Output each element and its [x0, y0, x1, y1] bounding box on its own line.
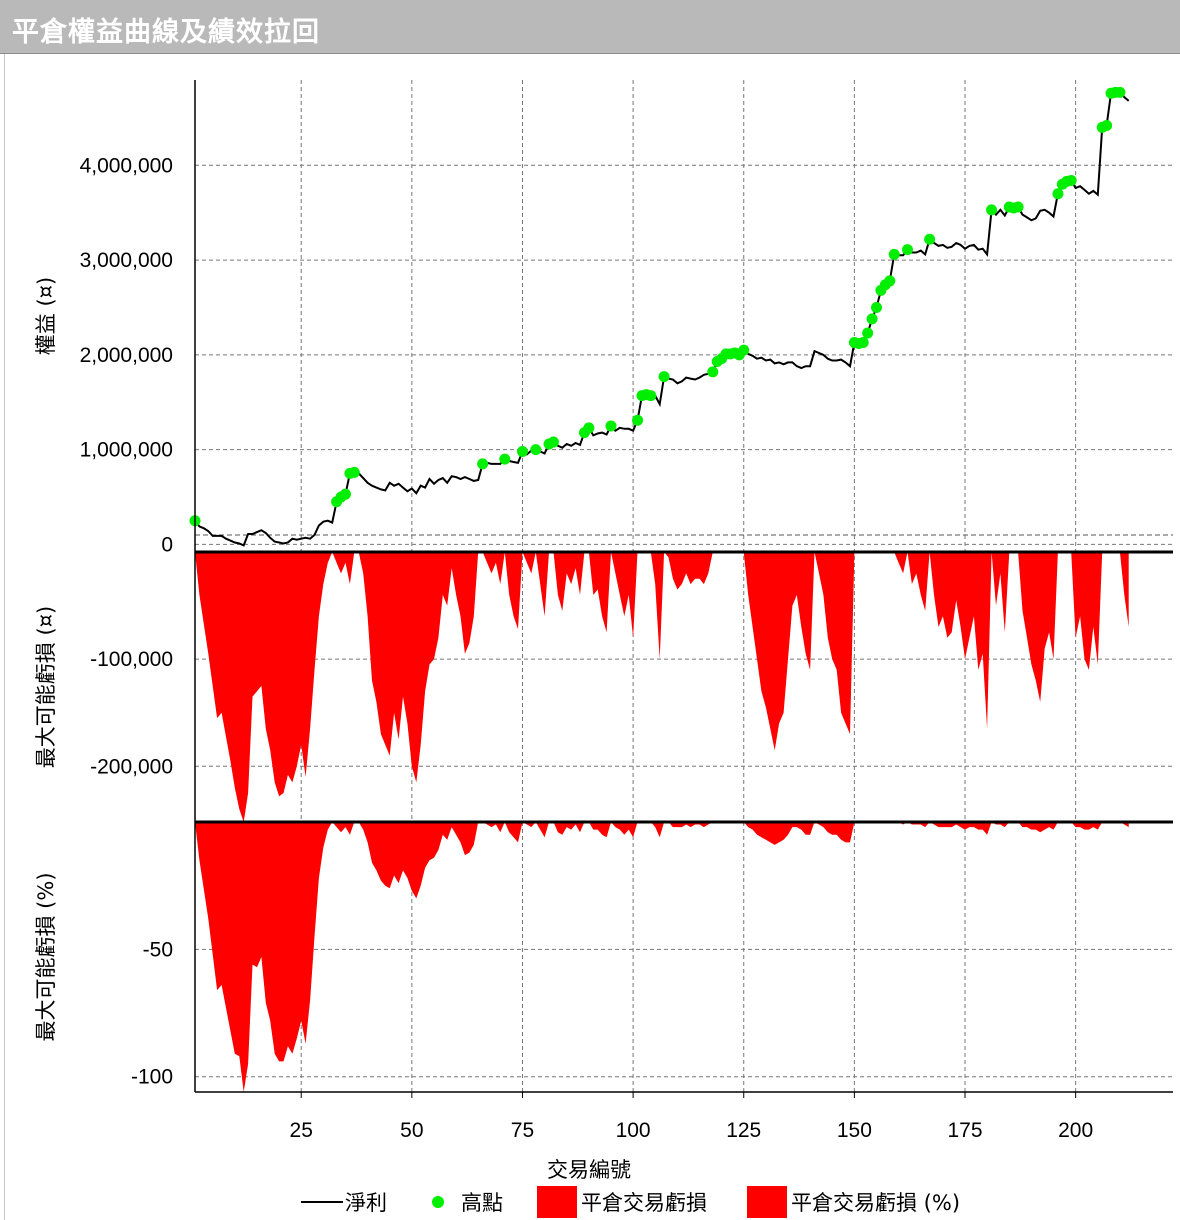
panel-y-axis-label: 最大可能虧損 (%): [34, 872, 58, 1041]
chart-title: 平倉權益曲線及績效拉回: [12, 17, 320, 48]
new-high-marker: [605, 420, 617, 432]
x-tick-label: 25: [290, 1119, 313, 1142]
new-high-marker: [499, 453, 511, 465]
new-high-marker: [348, 466, 360, 478]
high-markers: [189, 86, 1126, 527]
drawdown-areas: [195, 552, 1129, 1092]
new-high-marker: [862, 327, 874, 339]
new-high-marker: [477, 458, 489, 470]
x-tick-label: 200: [1058, 1119, 1093, 1142]
new-high-marker: [547, 436, 559, 448]
panel-y-axis-label: 權益 (¤): [34, 277, 58, 355]
legend-loss-label[interactable]: 平倉交易虧損: [581, 1191, 707, 1215]
new-high-marker: [707, 366, 719, 378]
new-high-marker: [871, 301, 883, 313]
legend-high-label[interactable]: 高點: [461, 1191, 503, 1215]
drawdown-area: [195, 552, 1129, 822]
new-high-marker: [857, 337, 869, 349]
y-tick-label: 2,000,000: [80, 344, 173, 367]
x-tick-label: 75: [511, 1119, 534, 1142]
equity-drawdown-chart: 0 1,000,000 2,000,000 3,000,000 4,000,000 權益 …: [34, 80, 1173, 1218]
y-tick-label: -100,000: [90, 648, 173, 671]
new-high-marker: [901, 244, 913, 256]
new-high-marker: [658, 371, 670, 383]
drawdown-percent-area: [195, 822, 1129, 1092]
new-high-marker: [632, 414, 644, 426]
chart-frame: 0 1,000,000 2,000,000 3,000,000 4,000,000 權益 …: [4, 54, 1180, 1220]
panel-y-axis-label: 最大可能虧損 (¤): [34, 606, 58, 768]
y-tick-label: 3,000,000: [80, 249, 173, 272]
y-tick-label: 1,000,000: [80, 439, 173, 462]
y-tick-label: 4,000,000: [80, 154, 173, 177]
legend-loss-swatch[interactable]: [537, 1186, 577, 1218]
legend-net-profit-label[interactable]: 淨利: [345, 1191, 387, 1215]
new-high-marker: [1101, 119, 1113, 131]
chart-title-bar: 平倉權益曲線及績效拉回: [0, 0, 1180, 54]
x-axis-label: 交易編號: [547, 1158, 631, 1182]
x-tick-label: 125: [726, 1119, 761, 1142]
new-high-marker: [1052, 188, 1064, 200]
legend-loss-pct-swatch[interactable]: [747, 1186, 787, 1218]
y-tick-label: -200,000: [90, 755, 173, 778]
new-high-marker: [1065, 174, 1077, 186]
legend[interactable]: 淨利 高點 平倉交易虧損 平倉交易虧損 (%): [301, 1186, 960, 1218]
new-high-marker: [884, 275, 896, 287]
x-tick-label: 50: [400, 1119, 423, 1142]
new-high-marker: [645, 390, 657, 402]
x-tick-label: 150: [837, 1119, 872, 1142]
new-high-marker: [583, 422, 595, 434]
x-tick-label: 100: [616, 1119, 651, 1142]
new-high-marker: [339, 488, 351, 500]
net-profit-line: [194, 91, 1130, 547]
y-tick-label: 0: [161, 533, 173, 556]
y-tick-label: -50: [143, 938, 173, 961]
new-high-marker: [888, 248, 900, 260]
axes: [194, 80, 1173, 1098]
legend-loss-pct-label[interactable]: 平倉交易虧損 (%): [791, 1191, 960, 1215]
new-high-marker: [866, 313, 878, 325]
axis-labels: 0 1,000,000 2,000,000 3,000,000 4,000,000 權益 …: [34, 154, 1093, 1182]
x-tick-label: 175: [947, 1119, 982, 1142]
new-high-marker: [1114, 86, 1126, 98]
legend-high-swatch[interactable]: [432, 1196, 444, 1208]
new-high-marker: [924, 233, 936, 245]
new-high-marker: [516, 446, 528, 458]
new-high-marker: [738, 344, 750, 356]
new-high-marker: [1012, 201, 1024, 213]
new-high-marker: [530, 444, 542, 456]
grid-lines: [195, 80, 1173, 1092]
net-profit-line-layer: [194, 91, 1130, 547]
new-high-marker: [986, 204, 998, 216]
y-tick-label: -100: [131, 1066, 173, 1089]
